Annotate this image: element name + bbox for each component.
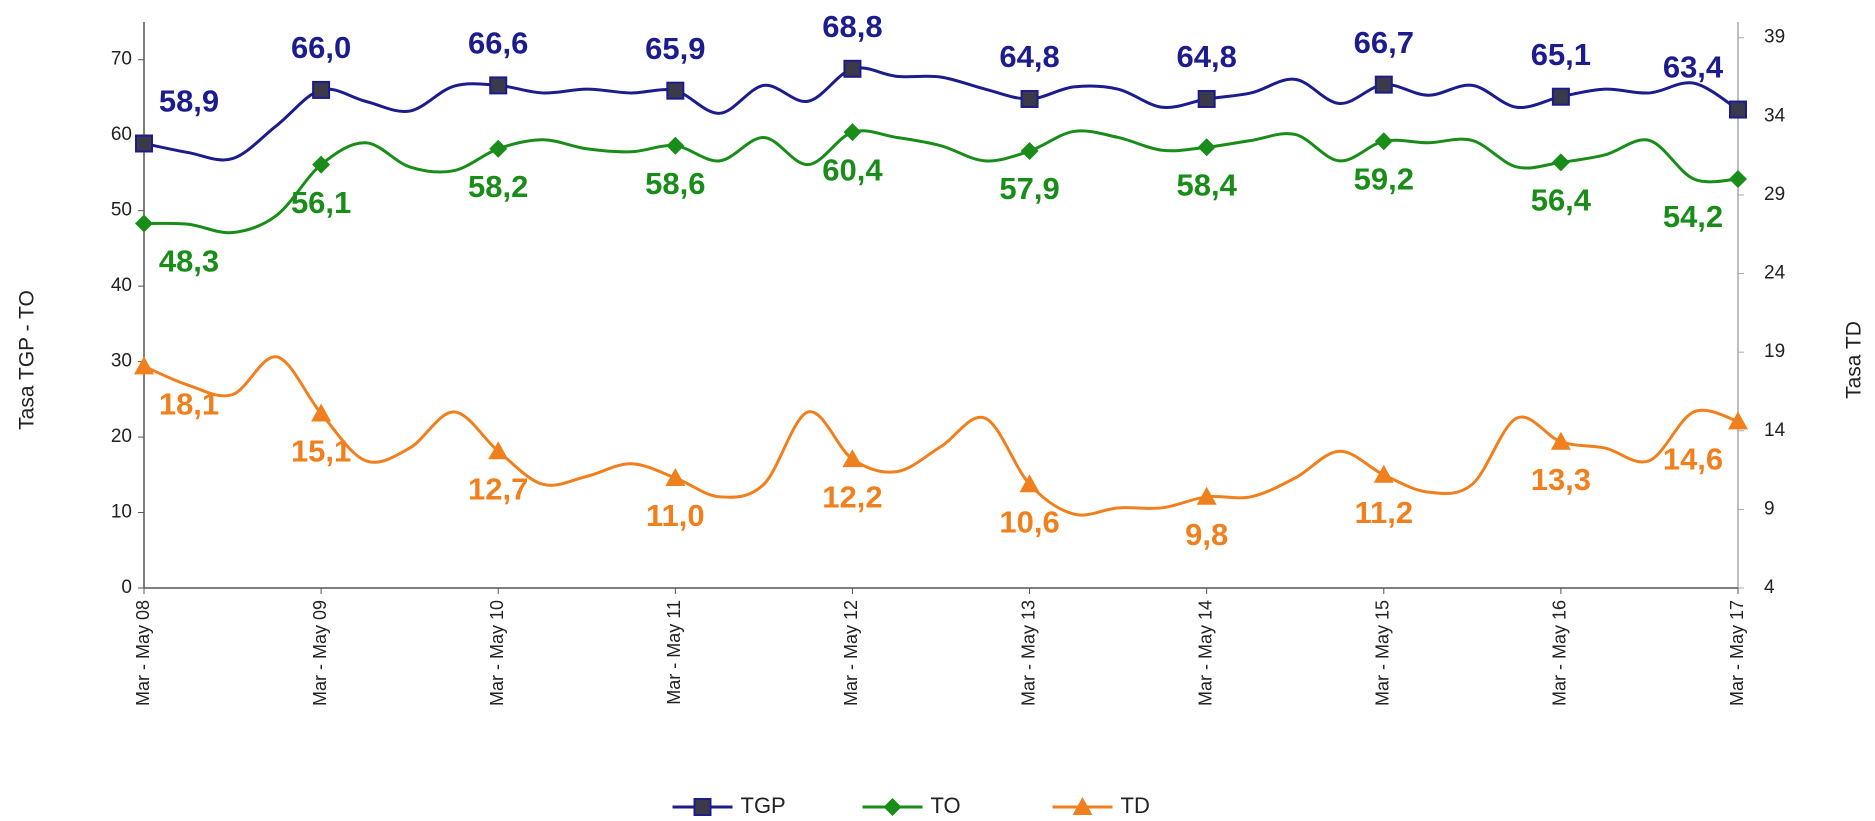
y-tick-label: 60 (111, 124, 132, 145)
y2-tick-label: 19 (1764, 341, 1785, 362)
marker (312, 80, 331, 99)
data-label: 11,2 (1354, 495, 1413, 530)
line-td (143, 355, 1739, 517)
y-tick-label: 0 (121, 577, 132, 598)
marker (666, 81, 685, 100)
legend-label: TO (931, 793, 961, 818)
y-tick-label: 30 (111, 351, 132, 372)
y2-tick-label: 29 (1764, 184, 1785, 205)
legend-label: TGP (741, 793, 786, 818)
marker (665, 467, 686, 486)
data-label: 58,6 (645, 166, 705, 201)
marker (842, 449, 863, 468)
marker (488, 441, 509, 460)
y-axis-title: Tasa TGP - TO (16, 290, 39, 430)
marker (135, 134, 153, 153)
y2-tick-label: 39 (1764, 27, 1785, 48)
data-label: 10,6 (999, 504, 1059, 539)
x-tick-label: Mar - May 14 (1195, 600, 1215, 706)
marker (1373, 464, 1394, 483)
marker (666, 136, 685, 155)
legend-marker (1072, 797, 1093, 815)
y-tick-label: 50 (111, 200, 132, 221)
data-label: 64,8 (1176, 39, 1236, 74)
marker (312, 155, 331, 174)
data-label: 60,4 (822, 152, 883, 187)
marker (843, 59, 862, 78)
x-tick-label: Mar - May 09 (310, 600, 330, 706)
marker (1374, 75, 1393, 94)
data-label: 63,4 (1663, 50, 1724, 85)
x-tick-label: Mar - May 13 (1018, 600, 1038, 706)
data-label: 11,0 (646, 498, 705, 533)
data-label: 18,1 (159, 387, 219, 422)
x-tick-label: Mar - May 11 (664, 600, 684, 705)
marker (1197, 138, 1216, 157)
marker (1374, 132, 1393, 151)
legend-label: TD (1121, 793, 1150, 818)
data-label: 15,1 (291, 434, 351, 469)
y2-tick-label: 34 (1764, 105, 1786, 126)
data-label: 9,8 (1185, 517, 1228, 552)
data-label: 58,9 (159, 84, 219, 119)
data-label: 14,6 (1663, 442, 1723, 477)
marker (1019, 474, 1040, 493)
marker (489, 139, 508, 158)
x-tick-label: Mar - May 08 (133, 600, 153, 706)
marker (1550, 431, 1571, 450)
y-tick-label: 70 (111, 49, 132, 70)
data-label: 57,9 (999, 171, 1059, 206)
data-label: 68,8 (822, 9, 882, 44)
data-label: 13,3 (1531, 462, 1591, 497)
data-label: 65,9 (645, 31, 705, 66)
y2-tick-label: 14 (1764, 420, 1786, 441)
marker (1551, 87, 1570, 106)
y-tick-label: 10 (111, 502, 132, 523)
data-label: 65,1 (1531, 37, 1591, 72)
data-label: 12,2 (822, 479, 882, 514)
data-label: 56,1 (291, 185, 351, 220)
marker (1729, 169, 1747, 188)
data-label: 48,3 (159, 244, 219, 279)
y-tick-label: 20 (111, 426, 132, 447)
y2-tick-label: 4 (1764, 577, 1775, 598)
marker (134, 356, 154, 375)
marker (1728, 411, 1748, 430)
marker (135, 214, 153, 233)
marker (1020, 89, 1039, 108)
marker (1197, 89, 1216, 108)
marker (843, 123, 862, 142)
data-label: 58,2 (468, 169, 528, 204)
data-label: 64,8 (999, 39, 1059, 74)
data-label: 59,2 (1354, 161, 1414, 196)
x-tick-label: Mar - May 16 (1550, 600, 1570, 706)
data-label: 66,6 (468, 26, 528, 61)
data-label: 56,4 (1531, 183, 1592, 218)
data-label: 66,7 (1354, 25, 1414, 60)
data-label: 66,0 (291, 30, 351, 65)
marker (1020, 142, 1039, 161)
y2-tick-label: 9 (1764, 498, 1775, 519)
data-label: 58,4 (1176, 167, 1237, 202)
y-tick-label: 40 (111, 275, 132, 296)
legend-marker (693, 798, 712, 816)
marker (1196, 486, 1217, 505)
marker (1551, 153, 1570, 172)
line-to (143, 129, 1739, 235)
legend-marker (883, 798, 902, 816)
data-label: 12,7 (468, 471, 528, 506)
x-tick-label: Mar - May 15 (1373, 600, 1393, 706)
x-tick-label: Mar - May 12 (841, 600, 861, 706)
y2-axis-title: Tasa TD (1843, 321, 1866, 399)
data-label: 54,2 (1663, 199, 1723, 234)
x-tick-label: Mar - May 10 (487, 600, 507, 706)
marker (1729, 100, 1747, 119)
x-tick-label: Mar - May 17 (1727, 600, 1747, 706)
marker (311, 403, 332, 422)
line-tgp (143, 66, 1739, 162)
marker (489, 76, 508, 95)
y2-tick-label: 24 (1764, 263, 1786, 284)
